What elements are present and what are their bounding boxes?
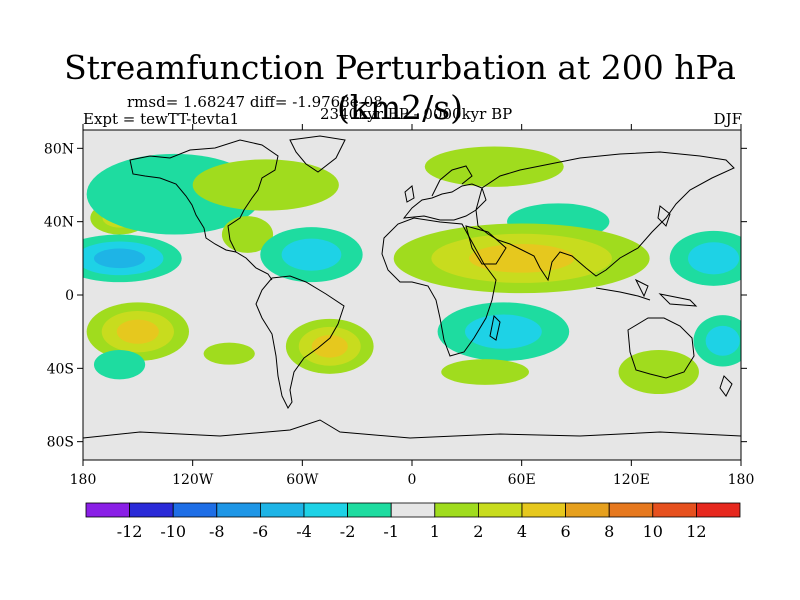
anomaly-13-level-1	[465, 314, 542, 349]
anomaly-1-level-2	[93, 248, 146, 269]
colorbar-swatch	[129, 502, 174, 518]
colorbar-swatch	[608, 502, 654, 518]
colorbar-label: 2	[473, 522, 483, 541]
coastlines	[83, 135, 741, 439]
colorbar-label: -8	[209, 522, 225, 541]
lat-tick-label: 0	[65, 288, 74, 304]
anomaly-8-level-0	[203, 342, 255, 365]
stats-text: rmsd= 1.68247 diff= -1.9768e-08	[127, 93, 383, 111]
colorbar-swatch	[347, 502, 392, 518]
lon-tick-label: 120W	[172, 472, 214, 488]
colorbar-label: -1	[383, 522, 399, 541]
colorbar-swatch	[696, 502, 741, 518]
lon-tick-label: 0	[408, 472, 417, 488]
lon-tick-label: 180	[70, 472, 97, 488]
anomaly-15-level-0	[618, 350, 699, 394]
lon-tick-label: 60W	[286, 472, 319, 488]
period-label: 2340kyr BP - 0000kyr BP	[320, 105, 513, 123]
colorbar-label: 12	[686, 522, 706, 541]
colorbar: -12 -10 -8 -6 -4 -2 -1 1 2 4 6 8 10 12	[85, 502, 741, 541]
colorbar-swatch	[565, 502, 610, 518]
anomaly-5-level-0	[221, 216, 274, 253]
colorbar-label: -12	[117, 522, 143, 541]
lon-tick-label: 180	[728, 472, 755, 488]
colorbar-swatch	[434, 502, 479, 518]
anomaly-10-level-0	[424, 146, 564, 187]
anomaly-14-level-0	[441, 359, 529, 385]
colorbar-swatch	[172, 502, 218, 518]
lat-tick-label: 80S	[47, 435, 74, 451]
colorbar-swatch	[303, 502, 348, 518]
lon-tick-label: 120E	[613, 472, 650, 488]
colorbar-label: -4	[296, 522, 312, 541]
anomaly-12-level-2	[468, 243, 575, 273]
colorbar-label: 6	[561, 522, 571, 541]
plot-title: Streamfunction Perturbation at 200 hPa (…	[64, 48, 736, 127]
colorbar-label: 1	[430, 522, 440, 541]
colorbar-label: 10	[643, 522, 663, 541]
anomaly-6-level-1	[281, 238, 342, 271]
colorbar-swatch	[521, 502, 566, 518]
anomaly-9-level-0	[93, 350, 146, 380]
colorbar-label: 8	[604, 522, 614, 541]
lat-tick-label: 40S	[47, 361, 74, 377]
anomaly-2-level-2	[116, 319, 159, 344]
colorbar-swatch	[390, 502, 436, 518]
anomaly-7-level-2	[311, 335, 348, 358]
anomaly-16-level-1	[687, 242, 740, 275]
longitude-axis: 180 120W 60W 0 60E 120E 180	[70, 124, 755, 488]
latitude-axis: 80N 40N 0 40S 80S	[44, 141, 747, 451]
colorbar-label: -6	[253, 522, 269, 541]
lat-tick-label: 40N	[44, 215, 74, 231]
anomaly-4-level-0	[192, 159, 339, 211]
colorbar-swatch	[477, 502, 523, 518]
lat-tick-label: 80N	[44, 141, 74, 157]
colorbar-swatch	[216, 502, 261, 518]
colorbar-swatch	[652, 502, 697, 518]
colorbar-label: -10	[160, 522, 186, 541]
colorbar-label: 4	[517, 522, 527, 541]
lon-tick-label: 60E	[508, 472, 536, 488]
season-label: DJF	[713, 110, 742, 128]
anomaly-fields	[83, 146, 741, 394]
experiment-label: Expt = tewTT-tevta1	[83, 110, 240, 128]
colorbar-label: -2	[340, 522, 356, 541]
anomaly-17-level-1	[705, 325, 740, 356]
colorbar-swatch	[259, 502, 305, 518]
colorbar-swatch	[85, 502, 130, 518]
